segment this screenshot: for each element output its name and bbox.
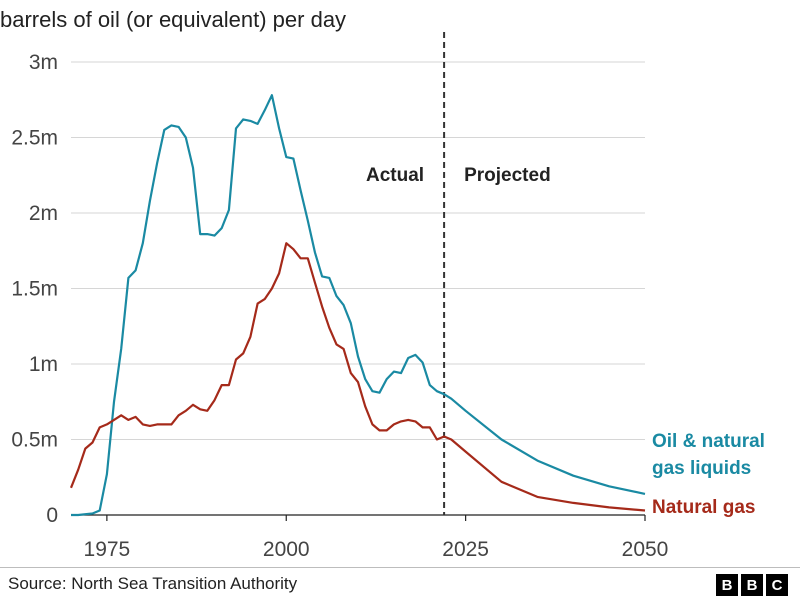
y-axis-title: barrels of oil (or equivalent) per day <box>0 7 346 32</box>
series-labels: Oil & natural gas liquids Natural gas <box>652 431 765 518</box>
region-label-projected: Projected <box>464 165 551 186</box>
y-tick-labels: 0 0.5m 1m 1.5m 2m 2.5m 3m <box>11 51 58 527</box>
source-note: Source: North Sea Transition Authority <box>8 574 298 593</box>
bbc-logo: B B C <box>716 574 788 596</box>
series-label-oil-ngl: Oil & natural <box>652 431 765 452</box>
y-tick-label: 0 <box>46 504 58 527</box>
footer: Source: North Sea Transition Authority B… <box>0 562 800 600</box>
x-tick-label: 1975 <box>84 538 131 560</box>
series-label-oil-ngl: gas liquids <box>652 458 751 479</box>
y-tick-label: 1m <box>29 353 58 376</box>
series-lines <box>69 94 646 517</box>
bbc-logo-letter: C <box>766 574 788 596</box>
x-tick-label: 2050 <box>622 538 669 560</box>
y-tick-label: 0.5m <box>11 429 58 452</box>
y-tick-label: 3m <box>29 51 58 74</box>
bbc-logo-letter: B <box>716 574 738 596</box>
footer-divider <box>0 567 800 568</box>
x-tick-label: 2025 <box>442 538 489 560</box>
region-label-actual: Actual <box>366 165 424 186</box>
x-tick-labels: 1975 2000 2025 2050 <box>84 515 669 560</box>
y-tick-label: 2m <box>29 202 58 225</box>
series-label-natural-gas: Natural gas <box>652 497 755 518</box>
line-chart: barrels of oil (or equivalent) per day 0… <box>0 7 765 560</box>
x-tick-label: 2000 <box>263 538 310 560</box>
y-tick-label: 2.5m <box>11 127 58 150</box>
bbc-logo-letter: B <box>741 574 763 596</box>
series-line <box>69 242 646 512</box>
series-line <box>71 94 646 517</box>
y-tick-label: 1.5m <box>11 278 58 301</box>
gridlines <box>71 61 645 516</box>
